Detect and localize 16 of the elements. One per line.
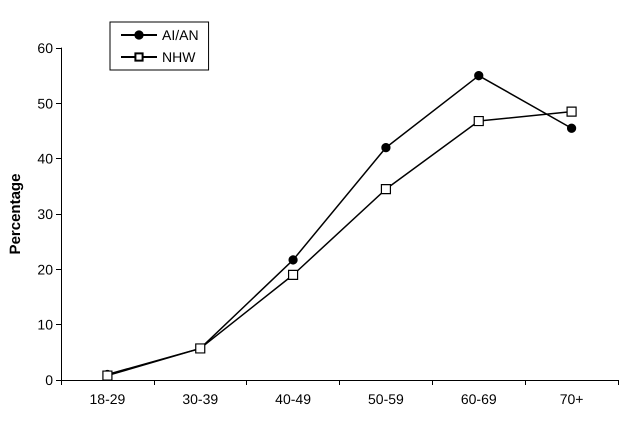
y-tick-label: 10 xyxy=(37,316,54,333)
x-tick-label: 18-29 xyxy=(90,391,126,407)
y-tick-label: 20 xyxy=(37,261,54,278)
x-tick-label: 70+ xyxy=(560,391,584,407)
y-tick-label: 40 xyxy=(37,150,54,167)
y-tick-label: 30 xyxy=(37,206,54,222)
x-tick-label: 50-59 xyxy=(368,391,404,407)
y-tick-label: 0 xyxy=(45,372,54,388)
y-axis-title: Percentage xyxy=(7,174,24,254)
y-tick-label: 50 xyxy=(37,95,54,112)
x-tick-label: 40-49 xyxy=(275,391,312,407)
x-tick-label: 60-69 xyxy=(460,391,497,407)
legend-label: NHW xyxy=(162,49,196,65)
y-tick-label: 60 xyxy=(37,40,54,56)
x-tick-label: 30-39 xyxy=(182,391,218,407)
legend-label: AI/AN xyxy=(162,27,199,43)
